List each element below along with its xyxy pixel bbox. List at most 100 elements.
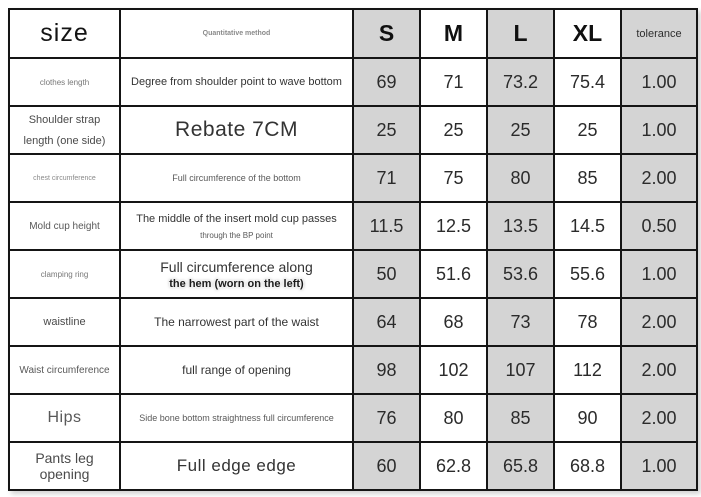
value-tolerance: 2.00 xyxy=(641,311,677,332)
header-cell-tolerance: tolerance xyxy=(620,8,698,59)
value-cell-s: 64 xyxy=(352,297,421,347)
value-l: 13.5 xyxy=(502,215,539,236)
value-cell-xl: 85 xyxy=(553,153,622,203)
value-s: 98 xyxy=(376,359,397,380)
value-tolerance: 1.00 xyxy=(641,263,677,284)
value-cell-l: 107 xyxy=(486,345,555,395)
value-cell-l: 73.2 xyxy=(486,57,555,107)
row-description: The narrowest part of the waist xyxy=(154,315,319,329)
row-description: Rebate 7CM xyxy=(175,118,298,141)
value-cell-s: 60 xyxy=(352,441,421,491)
row-description-line2: the hem (worn on the left) xyxy=(169,277,304,290)
header-cell-method: Quantitative method xyxy=(119,8,354,59)
value-cell-xl: 14.5 xyxy=(553,201,622,251)
header-cell-m: M xyxy=(419,8,488,59)
row-description: full range of opening xyxy=(182,363,291,377)
value-s: 11.5 xyxy=(369,215,404,236)
value-cell-tolerance: 2.00 xyxy=(620,297,698,347)
value-cell-xl: 112 xyxy=(553,345,622,395)
table-row-clamping-ring: clamping ring Full circumference along t… xyxy=(8,249,698,299)
row-description: Degree from shoulder point to wave botto… xyxy=(131,76,342,88)
row-label: clamping ring xyxy=(40,269,89,279)
size-l-label: L xyxy=(513,20,528,46)
value-cell-tolerance: 2.00 xyxy=(620,345,698,395)
row-desc-cell: full range of opening xyxy=(119,345,354,395)
value-tolerance: 1.00 xyxy=(641,119,677,140)
value-xl: 78 xyxy=(577,311,598,332)
value-cell-s: 71 xyxy=(352,153,421,203)
table-row-hips: Hips Side bone bottom straightness full … xyxy=(8,393,698,443)
row-label-cell: Mold cup height xyxy=(8,201,121,251)
value-tolerance: 1.00 xyxy=(641,71,677,92)
row-desc-cell: Full circumference of the bottom xyxy=(119,153,354,203)
row-description: Full circumference of the bottom xyxy=(172,173,301,183)
value-s: 76 xyxy=(376,407,397,428)
row-desc-cell: Full circumference along the hem (worn o… xyxy=(119,249,354,299)
value-cell-xl: 25 xyxy=(553,105,622,155)
row-label-line2: length (one side) xyxy=(23,134,106,147)
row-description: The middle of the insert mold cup passes xyxy=(136,212,337,225)
value-cell-xl: 68.8 xyxy=(553,441,622,491)
value-m: 12.5 xyxy=(435,215,472,236)
value-tolerance: 1.00 xyxy=(641,455,677,476)
value-m: 80 xyxy=(443,407,464,428)
header-cell-size: size xyxy=(8,8,121,59)
tolerance-header-label: tolerance xyxy=(636,27,682,40)
value-cell-m: 51.6 xyxy=(419,249,488,299)
value-l: 107 xyxy=(505,359,536,380)
value-tolerance: 2.00 xyxy=(641,407,677,428)
row-label-cell: Pants leg opening xyxy=(8,441,121,491)
value-cell-tolerance: 1.00 xyxy=(620,57,698,107)
value-cell-l: 85 xyxy=(486,393,555,443)
value-l: 25 xyxy=(510,119,531,140)
value-m: 62.8 xyxy=(435,455,472,476)
value-m: 25 xyxy=(443,119,464,140)
row-label-cell: Shoulder strap length (one side) xyxy=(8,105,121,155)
table-row-chest-circumference: chest circumference Full circumference o… xyxy=(8,153,698,203)
value-s: 60 xyxy=(376,455,397,476)
row-desc-cell: Degree from shoulder point to wave botto… xyxy=(119,57,354,107)
value-l: 73 xyxy=(510,311,531,332)
value-cell-l: 80 xyxy=(486,153,555,203)
header-cell-xl: XL xyxy=(553,8,622,59)
value-xl: 55.6 xyxy=(569,263,606,284)
method-header-label: Quantitative method xyxy=(202,30,271,37)
row-label: Mold cup height xyxy=(29,220,100,232)
row-label: waistline xyxy=(43,316,86,328)
size-chart-table: size Quantitative method S M L XL tolera… xyxy=(8,8,698,491)
row-desc-cell: Full edge edge xyxy=(119,441,354,491)
row-label: Waist circumference xyxy=(19,364,110,376)
value-s: 71 xyxy=(376,167,397,188)
row-label: chest circumference xyxy=(33,174,96,182)
row-desc-cell: The narrowest part of the waist xyxy=(119,297,354,347)
value-m: 75 xyxy=(443,167,464,188)
value-l: 85 xyxy=(510,407,531,428)
row-label-cell: clamping ring xyxy=(8,249,121,299)
value-s: 64 xyxy=(376,311,397,332)
value-cell-m: 68 xyxy=(419,297,488,347)
value-xl: 90 xyxy=(577,407,598,428)
value-cell-tolerance: 2.00 xyxy=(620,393,698,443)
value-cell-m: 25 xyxy=(419,105,488,155)
table-row-shoulder-strap: Shoulder strap length (one side) Rebate … xyxy=(8,105,698,155)
value-xl: 14.5 xyxy=(569,215,606,236)
table-row-waist-circumference: Waist circumference full range of openin… xyxy=(8,345,698,395)
value-cell-xl: 55.6 xyxy=(553,249,622,299)
table-row-mold-cup-height: Mold cup height The middle of the insert… xyxy=(8,201,698,251)
header-cell-s: S xyxy=(352,8,421,59)
value-cell-xl: 90 xyxy=(553,393,622,443)
size-header-label: size xyxy=(40,19,89,47)
row-description: Side bone bottom straightness full circu… xyxy=(139,413,334,423)
value-cell-tolerance: 1.00 xyxy=(620,105,698,155)
row-label-cell: clothes length xyxy=(8,57,121,107)
size-xl-label: XL xyxy=(572,20,603,46)
value-tolerance: 2.00 xyxy=(641,359,677,380)
table-row-pants-leg-opening: Pants leg opening Full edge edge 60 62.8… xyxy=(8,441,698,491)
value-cell-m: 102 xyxy=(419,345,488,395)
value-cell-tolerance: 0.50 xyxy=(620,201,698,251)
value-cell-m: 75 xyxy=(419,153,488,203)
value-xl: 25 xyxy=(577,119,598,140)
value-l: 73.2 xyxy=(502,71,539,92)
value-cell-tolerance: 1.00 xyxy=(620,249,698,299)
value-s: 50 xyxy=(376,263,397,284)
